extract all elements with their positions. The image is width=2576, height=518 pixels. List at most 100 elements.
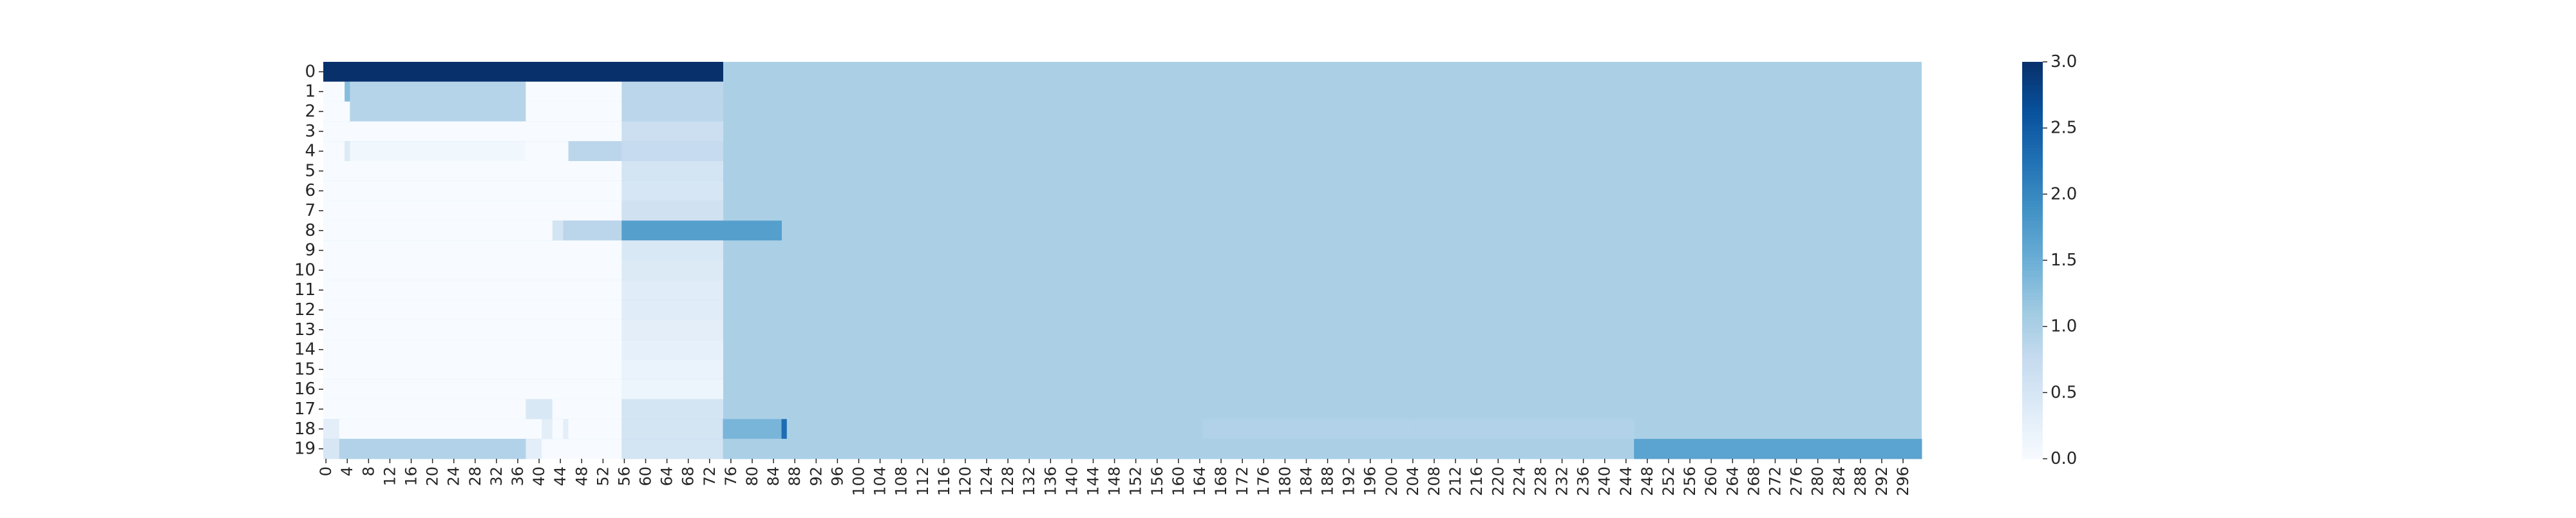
y-tick-label: 19 [294, 439, 316, 459]
x-tick-label: 148 [1106, 466, 1124, 496]
y-tick-label: 9 [305, 241, 316, 260]
colorbar-swatch [2022, 104, 2043, 109]
colorbar-swatch [2022, 174, 2043, 178]
colorbar-tick-label: 1.0 [2050, 317, 2077, 336]
colorbar-swatch [2022, 144, 2043, 149]
heatmap-row-12 [323, 300, 1922, 320]
heatmap-cell [526, 439, 542, 459]
colorbar-swatch [2022, 191, 2043, 195]
colorbar-swatch [2022, 115, 2043, 119]
x-tick-label: 260 [1702, 466, 1720, 496]
colorbar-swatch [2022, 439, 2043, 443]
colorbar-swatch [2022, 207, 2043, 211]
y-tick-label: 18 [294, 419, 316, 439]
x-tick-label: 48 [573, 466, 591, 486]
x-tick-label: 152 [1127, 466, 1145, 496]
heatmap-row-9 [323, 240, 1922, 261]
colorbar-swatch [2022, 247, 2043, 251]
heatmap-cell [350, 81, 526, 102]
x-tick-label: 104 [871, 466, 889, 496]
heatmap-cell [339, 419, 542, 439]
heatmap-row-14 [323, 340, 1922, 360]
colorbar-swatch [2022, 78, 2043, 82]
y-tick-label: 14 [294, 340, 316, 360]
x-tick-label: 60 [637, 466, 655, 486]
heatmap-cell [526, 81, 622, 102]
heatmap-cell [621, 180, 723, 202]
x-tick-label: 124 [978, 466, 996, 496]
heatmap-cell [781, 419, 788, 439]
x-axis: 0 4 8 12 16 20 24 28 32 36 40 44 48 52 56 60 64 68 72 76 80 8… [317, 459, 1912, 496]
colorbar-swatch [2022, 455, 2043, 459]
colorbar-swatch [2022, 316, 2043, 320]
colorbar-swatch [2022, 412, 2043, 416]
colorbar-swatch [2022, 336, 2043, 340]
x-tick-label: 296 [1894, 466, 1912, 496]
colorbar-swatch [2022, 148, 2043, 152]
x-tick-label: 252 [1660, 466, 1678, 496]
colorbar-swatch [2022, 124, 2043, 129]
heatmap-cell [323, 419, 340, 439]
colorbar-swatch [2022, 233, 2043, 238]
heatmap-row-8 [323, 220, 1922, 241]
x-tick-label: 192 [1340, 466, 1358, 496]
colorbar-swatch [2022, 287, 2043, 291]
x-tick-label: 88 [786, 466, 804, 486]
heatmap-cell [323, 320, 622, 340]
x-tick-label: 36 [509, 466, 527, 486]
colorbar-swatch [2022, 436, 2043, 439]
x-tick-label: 28 [466, 466, 484, 486]
y-tick-label: 6 [305, 181, 316, 200]
x-tick-label: 52 [594, 466, 612, 486]
heatmap-row-4 [323, 141, 1922, 162]
colorbar-swatch [2022, 121, 2043, 126]
heatmap-cell [621, 161, 723, 182]
colorbar-swatch [2022, 448, 2043, 453]
x-tick-label: 288 [1852, 466, 1870, 496]
heatmap-cell [621, 399, 723, 419]
y-tick-label: 7 [305, 201, 316, 220]
colorbar-swatch [2022, 118, 2043, 122]
x-tick-label: 248 [1638, 466, 1656, 496]
colorbar-tick-label: 0.5 [2050, 383, 2077, 402]
colorbar-swatch [2022, 283, 2043, 287]
heatmap-row-11 [323, 280, 1922, 301]
heatmap-cell [345, 141, 350, 162]
colorbar-swatch [2022, 250, 2043, 254]
heatmap-cell [542, 419, 553, 439]
heatmap-cell [323, 220, 553, 241]
heatmap-cell [1202, 419, 1416, 439]
heatmap-cell [552, 419, 564, 439]
heatmap-cell [350, 141, 526, 162]
heatmap-cell [323, 360, 622, 380]
heatmap-cell [323, 240, 622, 261]
y-tick-label: 5 [305, 161, 316, 180]
y-tick-label: 16 [294, 379, 316, 399]
x-tick-label: 84 [764, 466, 782, 486]
x-tick-label: 216 [1468, 466, 1486, 496]
heatmap-row-0 [323, 62, 1922, 82]
heatmap-cell [542, 439, 622, 459]
x-tick-label: 116 [935, 466, 953, 496]
heatmap-row-5 [323, 161, 1922, 182]
colorbar-swatch [2022, 138, 2043, 142]
colorbar-swatch [2022, 227, 2043, 231]
colorbar-swatch [2022, 68, 2043, 72]
heatmap-row-13 [323, 320, 1922, 340]
x-tick-label: 128 [999, 466, 1017, 496]
colorbar-swatch [2022, 168, 2043, 171]
colorbar-swatch [2022, 310, 2043, 314]
x-tick-label: 44 [551, 466, 569, 486]
y-tick-label: 3 [305, 122, 316, 141]
x-tick-label: 8 [359, 466, 377, 476]
colorbar-swatch [2022, 280, 2043, 284]
colorbar-swatch [2022, 303, 2043, 307]
heatmap-row-17 [323, 399, 1922, 419]
heatmap-cell [323, 439, 340, 459]
colorbar-swatch [2022, 194, 2043, 198]
colorbar-swatch [2022, 379, 2043, 383]
colorbar-swatch [2022, 445, 2043, 450]
colorbar-swatch [2022, 134, 2043, 139]
